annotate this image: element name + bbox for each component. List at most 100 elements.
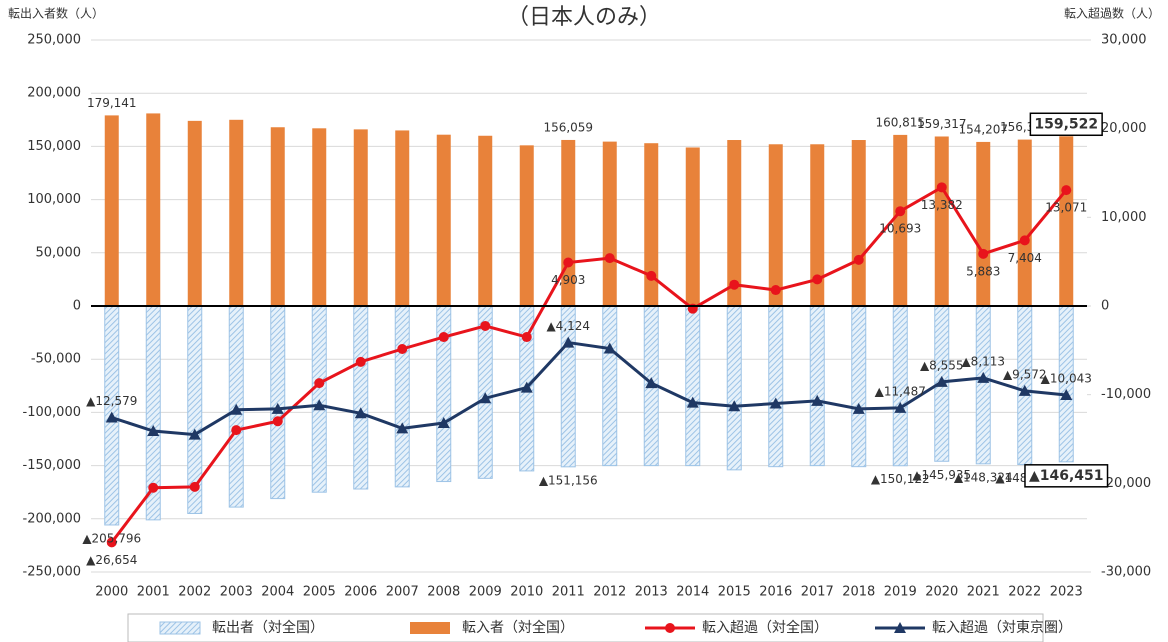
- data-label: 159,317: [917, 117, 967, 131]
- point: [230, 403, 243, 415]
- data-label: 159,522: [1034, 116, 1098, 132]
- bar: [519, 145, 534, 306]
- bar: [685, 305, 701, 467]
- data-label: ▲205,796: [82, 531, 141, 545]
- bar: [810, 144, 825, 306]
- legend-label: 転出者（対全国）: [212, 619, 324, 636]
- x-tick-label: 2016: [759, 585, 792, 600]
- point: [106, 537, 117, 548]
- point: [231, 425, 242, 436]
- legend-label: 転入者（対全国）: [462, 619, 574, 636]
- point: [188, 428, 201, 440]
- point: [520, 381, 533, 393]
- label-box: [1024, 464, 1109, 488]
- y2-axis-label: 転入超過数（人）: [1064, 6, 1160, 21]
- y-tick-label: -200,000: [23, 511, 81, 526]
- legend-label: 転入超過（対全国）: [702, 619, 828, 636]
- point: [272, 416, 283, 427]
- point: [354, 407, 367, 419]
- bar: [975, 305, 991, 465]
- point: [604, 253, 615, 264]
- bar: [311, 305, 327, 493]
- x-tick-label: 2023: [1050, 585, 1083, 600]
- point: [1019, 235, 1030, 246]
- bar: [893, 134, 908, 306]
- y-tick-label: -50,000: [31, 352, 81, 367]
- point: [189, 481, 200, 492]
- x-tick-label: 2011: [552, 585, 585, 600]
- bar: [768, 144, 783, 306]
- point: [811, 394, 824, 406]
- y2-tick-label: 10,000: [1101, 210, 1147, 225]
- bar: [478, 135, 493, 306]
- point: [105, 411, 118, 423]
- legend-key: [665, 623, 675, 633]
- bar: [768, 305, 784, 468]
- data-label: ▲150,122: [871, 472, 930, 486]
- x-tick-label: 2019: [884, 585, 917, 600]
- y-tick-label: -150,000: [23, 458, 81, 473]
- point: [271, 402, 284, 414]
- y-tick-label: 150,000: [27, 139, 81, 154]
- bar: [1017, 139, 1032, 306]
- point: [646, 270, 657, 281]
- y-tick-label: -100,000: [23, 405, 81, 420]
- point: [977, 371, 990, 383]
- x-tick-label: 2009: [469, 585, 502, 600]
- bar: [727, 140, 742, 306]
- x-tick-label: 2018: [842, 585, 875, 600]
- bar: [436, 134, 451, 306]
- x-tick-label: 2001: [137, 585, 170, 600]
- data-label: ▲9,572: [1003, 367, 1047, 381]
- x-tick-label: 2014: [676, 585, 709, 600]
- point: [521, 332, 532, 343]
- data-label: ▲151,156: [539, 473, 598, 487]
- point: [479, 392, 492, 404]
- point: [562, 336, 575, 348]
- point: [895, 206, 906, 217]
- bar: [602, 305, 618, 467]
- y-tick-label: 200,000: [27, 86, 81, 101]
- bar: [477, 305, 493, 479]
- bar: [394, 305, 410, 488]
- bar: [934, 136, 949, 306]
- y2-tick-label: -30,000: [1101, 565, 1151, 580]
- x-tick-label: 2021: [967, 585, 1000, 600]
- legend-key: [410, 622, 450, 634]
- legend-key: [159, 621, 201, 635]
- y2-tick-label: -20,000: [1101, 476, 1151, 491]
- line: [110, 185, 1068, 544]
- point: [313, 399, 326, 411]
- x-tick-label: 2000: [95, 585, 128, 600]
- data-label: ▲11,487: [875, 384, 926, 398]
- bar: [270, 127, 285, 306]
- x-tick-label: 2004: [261, 585, 294, 600]
- data-label: ▲145,935: [912, 468, 971, 482]
- bar: [395, 130, 410, 306]
- point: [852, 402, 865, 414]
- point: [770, 285, 781, 296]
- point: [438, 332, 449, 343]
- data-label: ▲12,579: [86, 394, 137, 408]
- bar: [685, 147, 700, 306]
- y-axis-label: 転出入者数（人）: [8, 6, 104, 21]
- y-tick-label: 50,000: [36, 245, 82, 260]
- point: [894, 401, 907, 413]
- point: [147, 425, 160, 437]
- chart-subtitle: （日本人のみ）: [507, 5, 661, 30]
- data-label: 4,903: [551, 273, 585, 287]
- x-tick-label: 2007: [386, 585, 419, 600]
- bar: [104, 115, 119, 306]
- point: [314, 378, 325, 389]
- x-tick-label: 2010: [510, 585, 543, 600]
- point: [935, 375, 948, 387]
- data-label: ▲148,324: [954, 470, 1013, 484]
- bar: [851, 140, 866, 306]
- point: [148, 482, 159, 493]
- point: [355, 356, 366, 367]
- data-label: 156,059: [543, 120, 593, 134]
- bar: [229, 119, 244, 306]
- bar: [270, 305, 286, 500]
- line: [111, 340, 1067, 437]
- data-label: ▲8,113: [961, 354, 1005, 368]
